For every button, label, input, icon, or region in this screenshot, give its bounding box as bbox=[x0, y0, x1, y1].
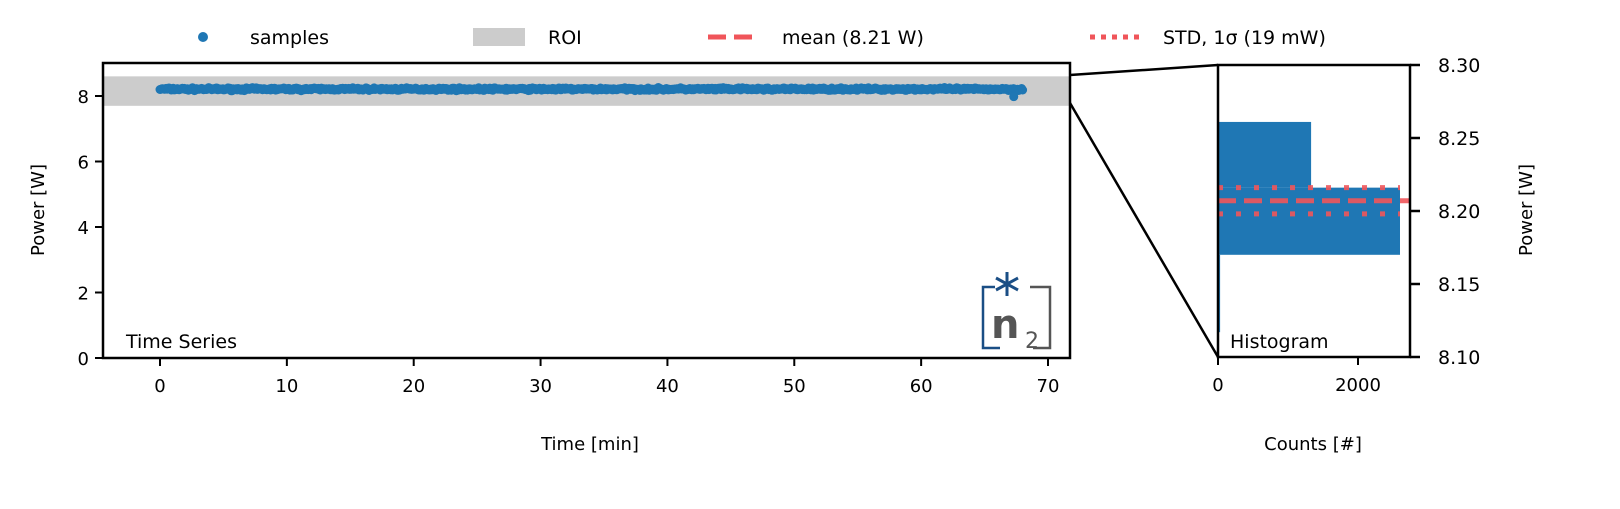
ts-xtick-label: 30 bbox=[529, 376, 552, 397]
sample-point bbox=[1018, 85, 1028, 95]
legend-mean-label: mean (8.21 W) bbox=[782, 27, 924, 49]
sample-point-outlier bbox=[1009, 92, 1019, 102]
ts-xtick-label: 50 bbox=[783, 376, 806, 397]
ts-ylabel: Power [W] bbox=[28, 164, 49, 256]
hist-xtick-label: 2000 bbox=[1335, 375, 1381, 396]
legend-roi-swatch bbox=[473, 28, 525, 46]
hist-ytick-label: 8.15 bbox=[1438, 274, 1480, 296]
ts-xtick-label: 10 bbox=[275, 376, 298, 397]
hist-ytick-label: 8.25 bbox=[1438, 128, 1480, 150]
hist-ytick-label: 8.10 bbox=[1438, 347, 1480, 369]
ts-panel-label: Time Series bbox=[125, 331, 237, 353]
hist-ytick-label: 8.30 bbox=[1438, 55, 1480, 77]
ts-ytick-label: 2 bbox=[78, 284, 89, 305]
ts-xlabel: Time [min] bbox=[540, 434, 639, 455]
hist-ytick-label: 8.20 bbox=[1438, 201, 1480, 223]
histogram-bar bbox=[1218, 121, 1312, 188]
ts-axes-frame bbox=[101, 61, 1072, 360]
ts-xtick-label: 70 bbox=[1037, 376, 1060, 397]
time-series-panel: 0 10 20 30 40 50 60 70 0 2 4 6 8 bbox=[78, 61, 1072, 397]
histogram-bar bbox=[1218, 187, 1400, 255]
hist-xlabel: Counts [#] bbox=[1264, 434, 1362, 455]
ts-xtick-label: 40 bbox=[656, 376, 679, 397]
svg-text:2: 2 bbox=[1025, 329, 1039, 354]
histogram-panel: 0 2000 8.10 8.15 8.20 8.25 8.30 bbox=[1212, 55, 1480, 396]
n2-logo: n 2 bbox=[981, 272, 1052, 354]
ts-ytick-label: 8 bbox=[78, 87, 89, 108]
legend-roi-label: ROI bbox=[548, 27, 582, 49]
hist-ylabel: Power [W] bbox=[1516, 164, 1537, 256]
legend-samples-label: samples bbox=[250, 27, 329, 49]
ts-ytick-label: 0 bbox=[78, 349, 89, 370]
ts-xtick-label: 0 bbox=[154, 376, 165, 397]
ts-ytick-label: 6 bbox=[78, 153, 89, 174]
ts-xtick-label: 20 bbox=[402, 376, 425, 397]
hist-panel-label: Histogram bbox=[1230, 331, 1329, 353]
hist-xtick-label: 0 bbox=[1212, 375, 1223, 396]
ts-xtick-label: 60 bbox=[910, 376, 933, 397]
zoom-connector-bottom bbox=[1068, 102, 1220, 358]
ts-ytick-label: 4 bbox=[78, 218, 89, 239]
legend-std-label: STD, 1σ (19 mW) bbox=[1163, 27, 1326, 49]
legend: samples ROI mean (8.21 W) STD, 1σ (19 mW… bbox=[198, 27, 1326, 49]
zoom-connector-top bbox=[1069, 63, 1219, 77]
svg-text:n: n bbox=[991, 302, 1019, 348]
legend-samples-marker bbox=[198, 32, 208, 42]
